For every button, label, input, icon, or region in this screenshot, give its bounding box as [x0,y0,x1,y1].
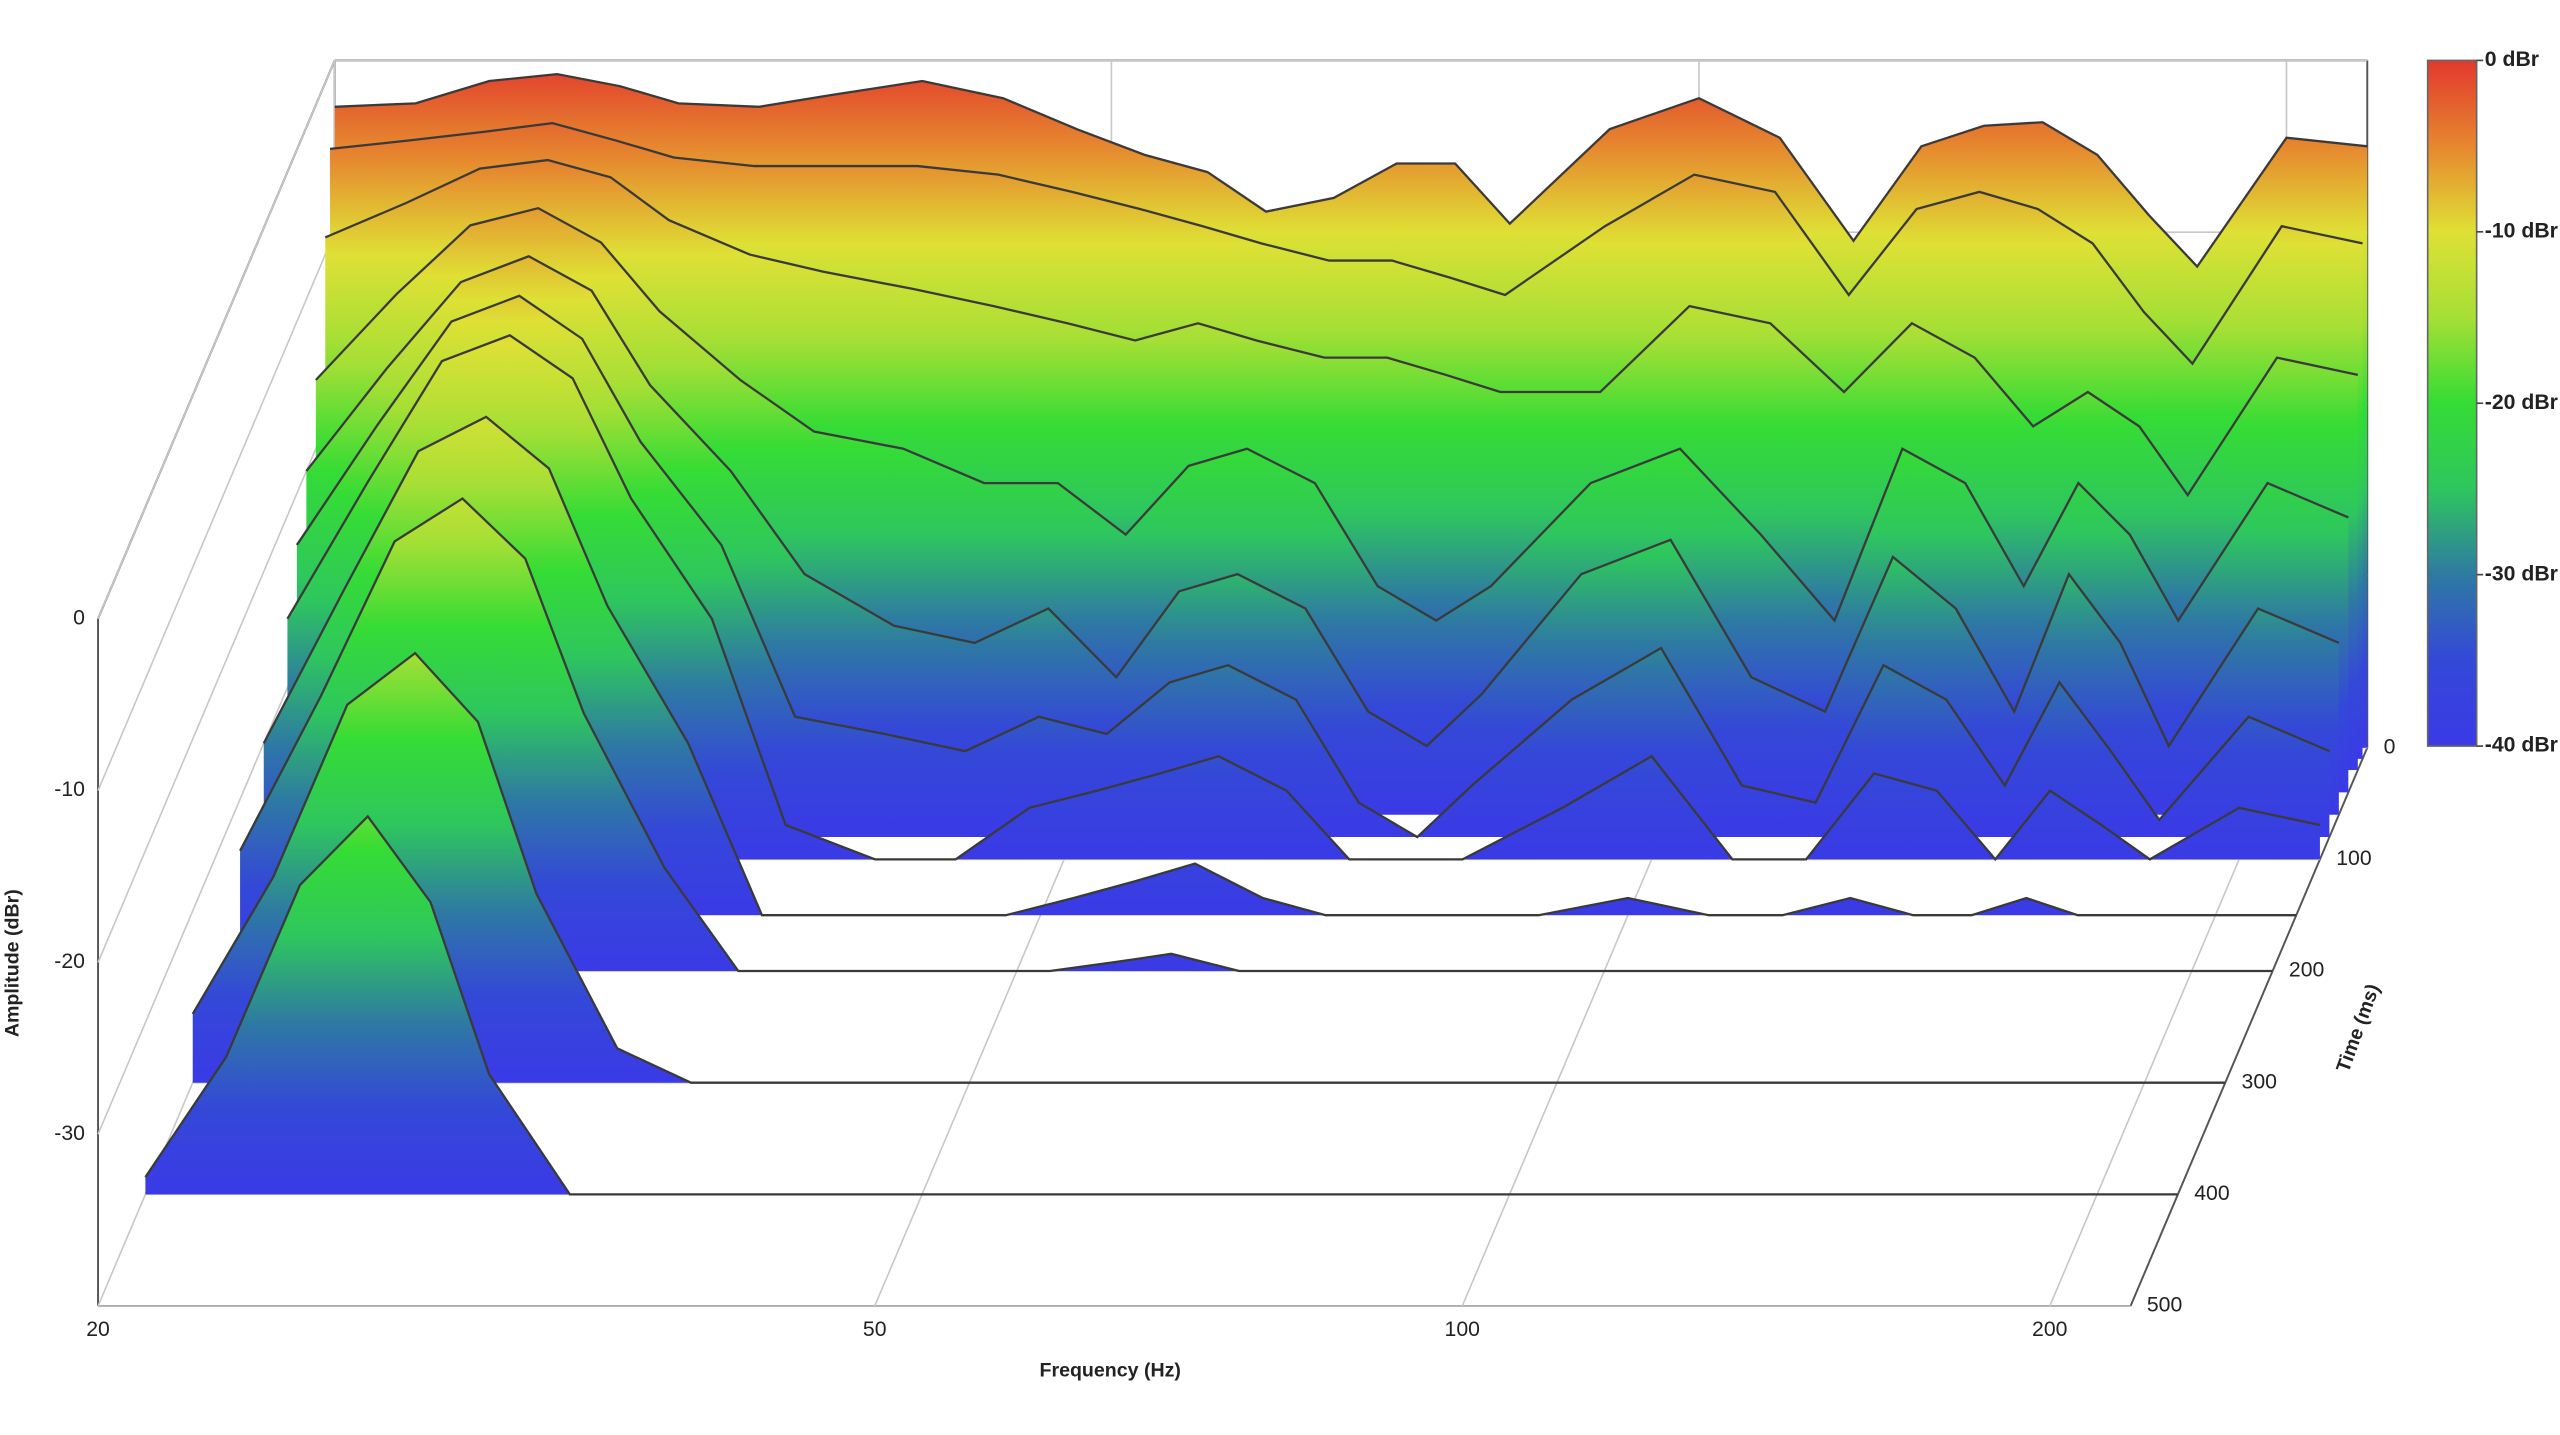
z-tick-label: -30 [54,1122,85,1145]
axis-edge [2129,747,2369,1307]
y-tick-label: 200 [2289,959,2324,982]
slice-line [262,415,2297,917]
x-tick-label: 200 [2032,1318,2067,1341]
y-tick-label: 100 [2336,847,2371,870]
x-axis-label: Frequency (Hz) [1040,1360,1181,1382]
z-tick-label: 0 [73,606,85,629]
y-tick-label: 400 [2194,1182,2229,1205]
slice-line [334,72,2368,269]
slice-area [306,256,2339,815]
z-tick-label: -10 [54,778,85,801]
slice-line [295,294,2330,839]
slice-line [239,497,2273,973]
y-tick-label: 0 [2384,735,2396,758]
x-tick-label: 50 [863,1318,887,1341]
colorbar-ramp [2426,59,2478,747]
colorbar-label: -10 dBr [2485,219,2558,242]
z-axis-label: Amplitude (dBr) [1,889,23,1037]
slice-area [145,816,2178,1195]
slice-line [324,158,2359,498]
z-tick-label: -20 [54,950,85,973]
y-tick-label: 300 [2242,1070,2277,1093]
slice-line [144,814,2178,1196]
y-tick-label: 500 [2147,1294,2182,1317]
waterfall-slices [144,72,2368,1196]
x-tick-label: 100 [1445,1318,1480,1341]
x-tick-label: 20 [86,1318,110,1341]
slice-line [305,255,2340,749]
colorbar: 0 dBr -10 dBr -20 dBr -30 dBr -40 dBr [2426,48,2558,757]
slice-line [314,206,2349,623]
slice-line [191,651,2226,1084]
slice-line [286,334,2321,862]
y-axis-label: Time (ms) [2332,981,2384,1075]
colorbar-label: -40 dBr [2485,734,2558,757]
colorbar-label: 0 dBr [2485,48,2539,71]
colorbar-label: -20 dBr [2485,391,2558,414]
slice-line [329,121,2363,366]
colorbar-label: -30 dBr [2485,562,2558,585]
